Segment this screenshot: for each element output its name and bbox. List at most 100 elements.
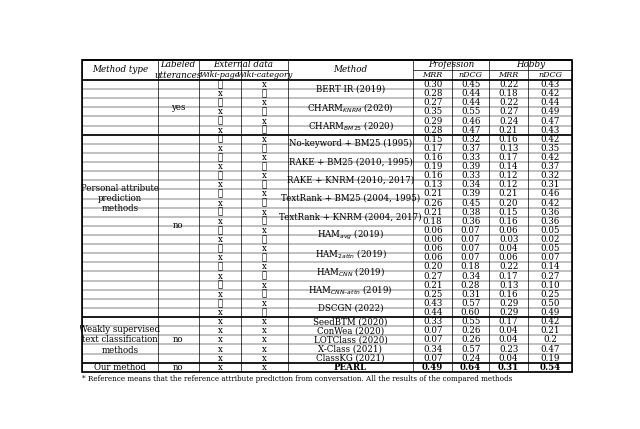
Text: 0.17: 0.17 — [499, 153, 518, 162]
Text: 0.30: 0.30 — [423, 80, 442, 89]
Text: ✓: ✓ — [218, 171, 223, 180]
Text: no: no — [173, 363, 183, 372]
Text: ✓: ✓ — [262, 290, 267, 299]
Text: x: x — [218, 363, 222, 372]
Text: 0.14: 0.14 — [540, 263, 560, 272]
Text: ✓: ✓ — [262, 126, 267, 135]
Text: 0.18: 0.18 — [423, 217, 442, 226]
Text: x: x — [262, 135, 267, 144]
Text: no: no — [173, 221, 183, 230]
Text: ✓: ✓ — [218, 263, 223, 272]
Text: 0.19: 0.19 — [423, 162, 442, 171]
Text: yes: yes — [171, 103, 186, 112]
Text: 0.16: 0.16 — [499, 217, 518, 226]
Text: ✓: ✓ — [262, 308, 267, 317]
Text: 0.47: 0.47 — [540, 117, 560, 126]
Text: Our method: Our method — [94, 363, 146, 372]
Text: 0.07: 0.07 — [423, 326, 442, 335]
Text: 0.43: 0.43 — [540, 80, 559, 89]
Text: 0.50: 0.50 — [540, 299, 560, 308]
Text: 0.42: 0.42 — [540, 89, 560, 98]
Text: no: no — [173, 335, 183, 344]
Text: 0.18: 0.18 — [499, 89, 518, 98]
Text: MRR: MRR — [499, 71, 518, 79]
Text: x: x — [218, 107, 222, 116]
Text: 0.04: 0.04 — [499, 353, 518, 363]
Text: x: x — [262, 317, 267, 326]
Text: 0.04: 0.04 — [499, 335, 518, 344]
Text: ✓: ✓ — [218, 98, 223, 107]
Text: x: x — [218, 235, 222, 244]
Text: 0.04: 0.04 — [499, 326, 518, 335]
Text: 0.06: 0.06 — [499, 226, 518, 235]
Text: 0.26: 0.26 — [461, 335, 480, 344]
Text: ✓: ✓ — [218, 208, 223, 217]
Text: 0.23: 0.23 — [499, 344, 518, 353]
Text: 0.07: 0.07 — [461, 235, 481, 244]
Text: TextRank + KNRM (2004, 2017): TextRank + KNRM (2004, 2017) — [279, 212, 422, 221]
Text: ✓: ✓ — [218, 244, 223, 253]
Text: 0.37: 0.37 — [540, 162, 559, 171]
Text: x: x — [218, 326, 222, 335]
Text: 0.31: 0.31 — [540, 180, 560, 189]
Text: Wiki-category: Wiki-category — [236, 71, 292, 79]
Text: 0.06: 0.06 — [423, 244, 442, 253]
Text: 0.27: 0.27 — [423, 272, 442, 281]
Text: Method: Method — [333, 66, 367, 75]
Text: 0.21: 0.21 — [540, 326, 560, 335]
Text: * Reference means that the reference attribute prediction from conversation. All: * Reference means that the reference att… — [83, 375, 513, 383]
Text: 0.60: 0.60 — [461, 308, 481, 317]
Text: 0.57: 0.57 — [461, 299, 480, 308]
Text: ClassKG (2021): ClassKG (2021) — [316, 353, 385, 363]
Text: 0.07: 0.07 — [461, 244, 481, 253]
Text: ConWea (2020): ConWea (2020) — [317, 326, 384, 335]
Text: 0.28: 0.28 — [423, 126, 442, 135]
Text: 0.45: 0.45 — [461, 80, 480, 89]
Text: 0.43: 0.43 — [540, 126, 559, 135]
Text: 0.12: 0.12 — [499, 171, 518, 180]
Text: 0.33: 0.33 — [423, 317, 442, 326]
Text: x: x — [262, 190, 267, 199]
Text: x: x — [262, 244, 267, 253]
Text: 0.17: 0.17 — [423, 144, 442, 153]
Text: 0.25: 0.25 — [540, 290, 560, 299]
Text: 0.32: 0.32 — [540, 171, 559, 180]
Text: 0.45: 0.45 — [461, 199, 480, 208]
Text: ✓: ✓ — [218, 190, 223, 199]
Text: 0.16: 0.16 — [423, 153, 442, 162]
Text: 0.24: 0.24 — [499, 117, 518, 126]
Text: MRR: MRR — [422, 71, 443, 79]
Text: 0.29: 0.29 — [499, 299, 518, 308]
Text: 0.07: 0.07 — [423, 353, 442, 363]
Text: 0.37: 0.37 — [461, 144, 480, 153]
Text: PEARL: PEARL — [334, 363, 367, 372]
Text: x: x — [262, 263, 267, 272]
Text: Wiki-page: Wiki-page — [200, 71, 240, 79]
Text: 0.18: 0.18 — [461, 263, 481, 272]
Text: ✓: ✓ — [262, 107, 267, 116]
Text: nDCG: nDCG — [459, 71, 483, 79]
Text: nDCG: nDCG — [538, 71, 562, 79]
Text: RAKE + BM25 (2010, 1995): RAKE + BM25 (2010, 1995) — [289, 157, 412, 166]
Text: 0.27: 0.27 — [499, 107, 518, 116]
Text: 0.34: 0.34 — [423, 344, 442, 353]
Text: No-keyword + BM25 (1995): No-keyword + BM25 (1995) — [289, 139, 412, 148]
Text: x: x — [262, 344, 267, 353]
Text: x: x — [262, 281, 267, 290]
Text: x: x — [262, 335, 267, 344]
Text: 0.28: 0.28 — [423, 89, 442, 98]
Text: 0.26: 0.26 — [423, 199, 442, 208]
Text: 0.42: 0.42 — [540, 135, 560, 144]
Text: 0.05: 0.05 — [540, 226, 560, 235]
Text: 0.02: 0.02 — [540, 235, 560, 244]
Text: 0.54: 0.54 — [540, 363, 561, 372]
Text: 0.46: 0.46 — [540, 190, 560, 199]
Text: 0.34: 0.34 — [461, 180, 480, 189]
Text: x: x — [218, 217, 222, 226]
Text: x: x — [262, 363, 267, 372]
Text: ✓: ✓ — [218, 135, 223, 144]
Text: 0.10: 0.10 — [540, 281, 560, 290]
Text: 0.49: 0.49 — [540, 107, 560, 116]
Text: 0.44: 0.44 — [461, 89, 480, 98]
Text: 0.39: 0.39 — [461, 162, 480, 171]
